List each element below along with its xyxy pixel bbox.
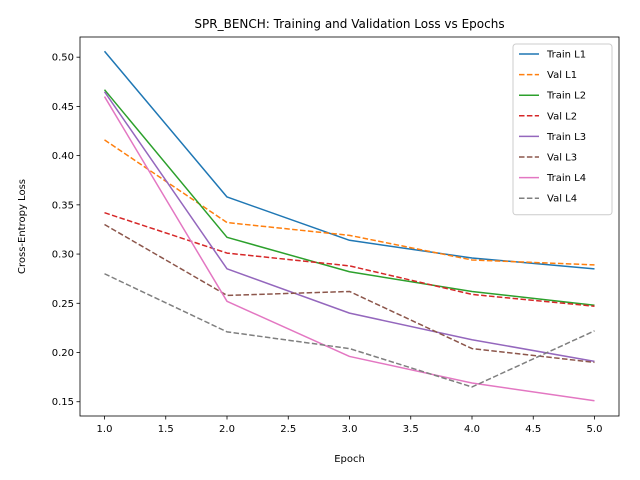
x-axis-ticks: 1.0 1.5 2.0 2.5 3.0 3.5 4.0 4.5 5.0 <box>97 416 603 435</box>
legend-label-val-l3: Val L3 <box>547 153 577 164</box>
y-axis-ticks: 0.15 0.20 0.25 0.30 0.35 0.40 0.45 0.50 <box>52 53 80 408</box>
x-axis-label: Epoch <box>334 454 365 465</box>
x-tick-label: 3.5 <box>403 424 419 435</box>
y-tick-label: 0.15 <box>52 397 74 408</box>
chart-title: SPR_BENCH: Training and Validation Loss … <box>194 17 504 31</box>
x-tick-label: 4.0 <box>464 424 480 435</box>
x-tick-label: 1.0 <box>97 424 113 435</box>
x-tick-label: 5.0 <box>587 424 603 435</box>
legend-label-train-l2: Train L2 <box>546 91 586 102</box>
x-tick-label: 3.0 <box>342 424 358 435</box>
legend-label-train-l3: Train L3 <box>546 132 586 143</box>
series-line-val-l1 <box>104 139 595 266</box>
x-tick-label: 1.5 <box>158 424 174 435</box>
y-tick-label: 0.20 <box>52 348 74 359</box>
y-tick-label: 0.45 <box>52 102 74 113</box>
series-line-train-l3 <box>103 91 595 363</box>
series-layer <box>103 50 595 402</box>
y-tick-label: 0.35 <box>52 200 74 211</box>
legend: Train L1 Val L1 Train L2 Val L2 Train L3 Val … <box>512 43 613 216</box>
series-line-train-l4 <box>103 96 595 402</box>
legend-label-val-l1: Val L1 <box>547 70 577 81</box>
y-tick-label: 0.30 <box>52 250 74 261</box>
x-tick-label: 4.5 <box>525 424 541 435</box>
y-tick-label: 0.40 <box>52 151 74 162</box>
y-tick-label: 0.50 <box>52 53 74 64</box>
legend-box <box>512 43 613 216</box>
legend-label-val-l4: Val L4 <box>547 194 577 205</box>
series-line-val-l2 <box>104 212 595 307</box>
legend-label-train-l4: Train L4 <box>546 173 586 184</box>
legend-label-val-l2: Val L2 <box>547 111 577 122</box>
y-tick-label: 0.25 <box>52 299 74 310</box>
y-axis-label: Cross-Entropy Loss <box>17 179 28 274</box>
series-line-val-l3 <box>104 223 595 364</box>
legend-label-train-l1: Train L1 <box>546 50 586 61</box>
x-tick-label: 2.0 <box>219 424 235 435</box>
x-tick-label: 2.5 <box>280 424 296 435</box>
series-line-train-l2 <box>103 89 595 306</box>
series-line-val-l4 <box>104 273 595 388</box>
